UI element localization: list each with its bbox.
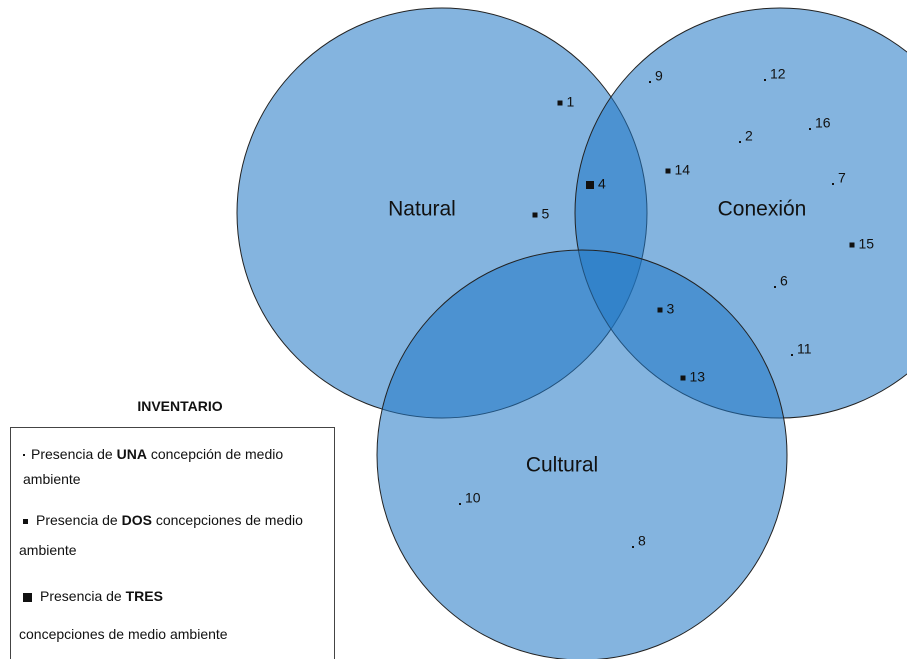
- item-marker: [557, 100, 563, 106]
- item-label: 11: [797, 341, 812, 357]
- item-marker: [809, 128, 811, 130]
- legend-entry: Presencia de TRES concepciones de medio a…: [19, 588, 319, 642]
- entry-text: Presencia de: [36, 512, 122, 528]
- item-marker: [764, 79, 766, 81]
- item-marker: [632, 546, 634, 548]
- entry-text: concepción de medio ambiente: [23, 446, 284, 487]
- entry-bold: TRES: [125, 588, 163, 604]
- item-label: 5: [542, 206, 550, 222]
- entry-bold: DOS: [121, 512, 152, 528]
- marker-large-square: [23, 592, 32, 602]
- marker-dot: [23, 454, 25, 457]
- set-label: Cultural: [526, 454, 598, 477]
- item-marker: [649, 81, 651, 83]
- item-label: 10: [465, 490, 481, 506]
- legend-entry: Presencia de DOS concepciones de medio a…: [19, 505, 319, 565]
- item-marker: [791, 354, 793, 356]
- entry-text: Presencia de: [40, 588, 126, 604]
- item-marker: [832, 183, 834, 185]
- item-marker: [459, 503, 461, 505]
- legend: Presencia de UNA concepción de medio amb…: [10, 427, 335, 659]
- set-label: Conexión: [718, 198, 807, 221]
- item-marker: [849, 242, 855, 248]
- item-label: 4: [598, 176, 606, 192]
- item-label: 12: [770, 66, 786, 82]
- item-marker: [739, 141, 741, 143]
- item-marker: [665, 168, 671, 174]
- item-label: 14: [675, 162, 691, 178]
- item-marker: [774, 286, 776, 288]
- set-label: Natural: [388, 198, 456, 221]
- item-marker: [680, 375, 686, 381]
- circles: [236, 7, 907, 659]
- item-label: 8: [638, 533, 646, 549]
- legend-entry: Presencia de UNA concepción de medio amb…: [23, 442, 333, 492]
- marker-small-square: [23, 518, 28, 524]
- entry-text: concepciones de medio ambiente: [19, 626, 228, 642]
- item-label: 15: [859, 236, 875, 252]
- item-marker: [657, 307, 663, 313]
- item-marker: [586, 181, 594, 189]
- circle-cultural: [376, 249, 788, 659]
- item-label: 7: [838, 170, 846, 186]
- item-label: 6: [780, 273, 788, 289]
- item-label: 9: [655, 68, 663, 84]
- item-marker: [532, 212, 538, 218]
- item-label: 1: [567, 94, 575, 110]
- entry-text: Presencia de: [31, 446, 117, 462]
- item-label: 13: [690, 369, 706, 385]
- item-label: 3: [667, 301, 675, 317]
- entry-bold: UNA: [116, 446, 147, 462]
- item-label: 16: [815, 115, 831, 131]
- legend-title: INVENTARIO: [137, 398, 223, 414]
- item-label: 2: [745, 128, 753, 144]
- entry-text: concepciones de medio ambiente: [19, 512, 303, 558]
